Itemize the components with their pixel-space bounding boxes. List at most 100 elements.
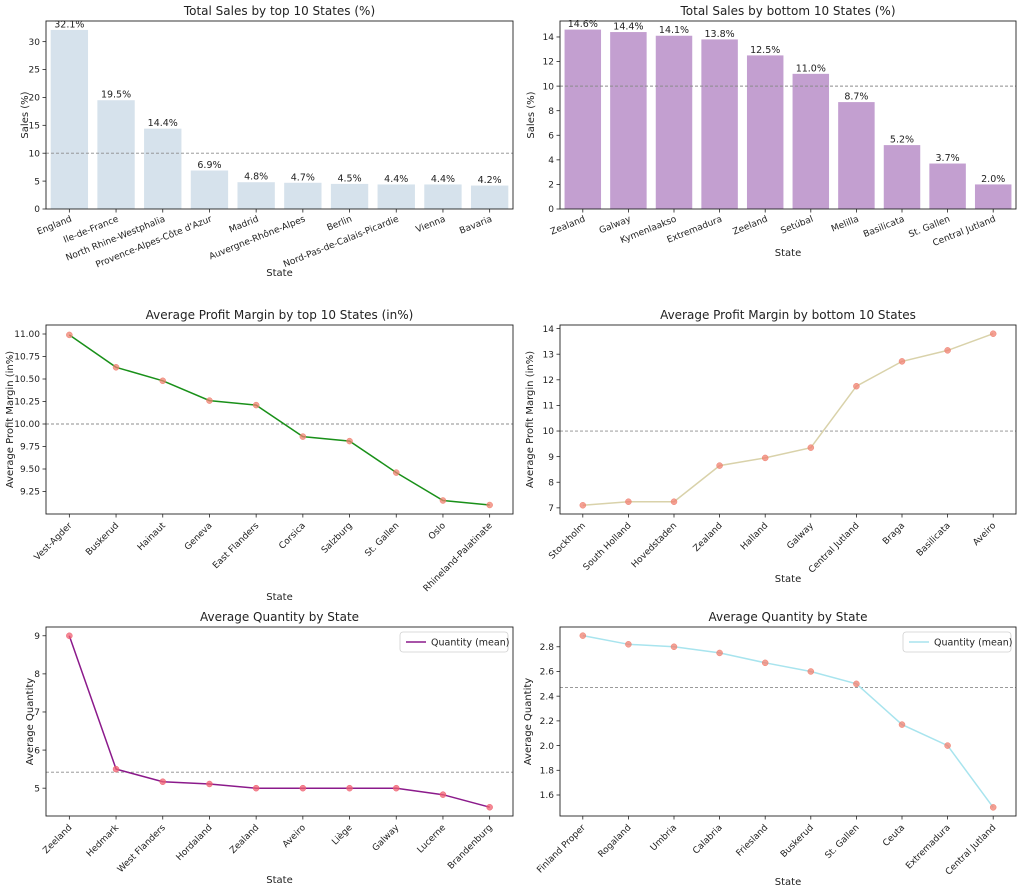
legend-box bbox=[399, 631, 509, 653]
data-point-2 bbox=[625, 498, 632, 505]
y-tick-label: 12 bbox=[543, 376, 554, 386]
y-tick-label: 9 bbox=[548, 453, 554, 463]
x-tick-label: Braga bbox=[881, 521, 907, 547]
x-tick-label: Ceuta bbox=[881, 823, 907, 849]
y-tick-label: 2.8 bbox=[540, 643, 555, 653]
data-point-7 bbox=[346, 437, 353, 445]
data-label-10: 2.0% bbox=[981, 174, 1005, 185]
legend-label: Quantity (mean) bbox=[431, 638, 509, 649]
data-point-6 bbox=[299, 784, 307, 792]
data-point-4 bbox=[206, 780, 213, 788]
data-point-7 bbox=[346, 784, 353, 792]
data-label-8: 4.4% bbox=[384, 174, 408, 185]
y-tick-label: 11.00 bbox=[14, 330, 40, 340]
x-tick-label: Geneva bbox=[183, 521, 215, 553]
bar-5 bbox=[237, 182, 275, 209]
data-label-7: 8.7% bbox=[844, 92, 868, 103]
x-tick-label: Calabria bbox=[691, 823, 724, 856]
x-tick-label: Brandenburg bbox=[446, 823, 495, 872]
bar-2 bbox=[610, 32, 647, 209]
legend-box bbox=[902, 631, 1012, 653]
x-tick-label: Zeeland bbox=[732, 215, 770, 238]
y-tick-label: 25 bbox=[29, 66, 40, 76]
x-tick-label: Basilicata bbox=[862, 215, 906, 241]
data-point-1 bbox=[66, 331, 73, 339]
data-point-2 bbox=[112, 364, 120, 371]
y-axis-label: Sales (%) bbox=[526, 91, 537, 138]
bar-6 bbox=[284, 182, 322, 209]
chart-panel-6: 1.6 1.8 2.0 2.2 2.4 2.6 2.8 Finland Proper Rogal… bbox=[523, 610, 1017, 888]
data-point-1 bbox=[579, 632, 587, 639]
x-tick-label: Vest-Agder bbox=[33, 521, 75, 563]
x-tick-label: Friesland bbox=[735, 823, 771, 859]
bar-7 bbox=[838, 102, 875, 209]
series-line bbox=[68, 334, 490, 506]
data-point-4 bbox=[716, 649, 723, 657]
data-point-2 bbox=[625, 641, 632, 648]
bar-4 bbox=[190, 170, 229, 209]
y-tick-label: 9.25 bbox=[20, 488, 40, 498]
y-tick-label: 2.4 bbox=[540, 692, 555, 702]
data-point-9 bbox=[944, 347, 951, 354]
axes-frame bbox=[45, 324, 514, 515]
y-axis-label: Average Profit Margin (in%) bbox=[5, 351, 16, 488]
y-tick-label: 6 bbox=[548, 131, 554, 141]
y-tick-label: 15 bbox=[29, 122, 40, 132]
data-label-8: 5.2% bbox=[890, 135, 914, 146]
x-tick-label: Central Jutland bbox=[944, 823, 998, 877]
y-tick-label: 5 bbox=[34, 177, 40, 187]
chart-title: Average Profit Margin by bottom 10 State… bbox=[660, 308, 916, 322]
x-tick-label: Stockholm bbox=[547, 521, 588, 562]
x-tick-label: Hainaut bbox=[136, 521, 168, 553]
x-tick-label: Madrid bbox=[228, 215, 260, 236]
x-axis-label: State bbox=[266, 268, 292, 279]
data-label-4: 6.9% bbox=[197, 160, 221, 171]
data-label-2: 19.5% bbox=[101, 90, 131, 101]
y-tick-label: 10.50 bbox=[14, 375, 40, 385]
x-axis-label: State bbox=[266, 875, 292, 886]
y-tick-label: 14 bbox=[543, 33, 555, 43]
data-point-7 bbox=[853, 382, 860, 390]
x-tick-label: St. Gallen bbox=[824, 823, 862, 861]
data-label-9: 3.7% bbox=[936, 153, 960, 164]
y-tick-label: 4 bbox=[548, 156, 554, 166]
data-point-5 bbox=[252, 401, 260, 409]
x-tick-label: Central Jutland bbox=[807, 521, 861, 575]
data-point-6 bbox=[807, 668, 815, 675]
x-tick-label: Basilicata bbox=[915, 521, 953, 559]
data-point-7 bbox=[853, 680, 860, 688]
y-tick-label: 8 bbox=[34, 670, 40, 680]
legend: Quantity (mean) bbox=[902, 631, 1012, 653]
x-tick-label: Vienna bbox=[415, 215, 447, 236]
bar-10 bbox=[470, 185, 509, 209]
x-tick-label: Finland Proper bbox=[535, 823, 588, 876]
data-point-10 bbox=[989, 330, 997, 337]
y-tick-label: 2.0 bbox=[540, 742, 555, 752]
data-point-6 bbox=[299, 433, 307, 440]
y-tick-label: 20 bbox=[29, 94, 41, 104]
x-tick-label: Liège bbox=[330, 822, 355, 847]
bar-6 bbox=[792, 73, 830, 209]
bar-7 bbox=[330, 183, 369, 209]
y-tick-label: 10.00 bbox=[14, 420, 40, 430]
y-tick-label: 6 bbox=[34, 746, 40, 756]
chart-panel-3: 9.25 9.50 9.75 10.00 10.25 10.50 10.75 11.00 Ves… bbox=[5, 308, 514, 603]
x-axis-label: State bbox=[775, 248, 801, 259]
data-point-5 bbox=[252, 784, 260, 792]
x-tick-label: Buskerud bbox=[779, 823, 816, 860]
y-axis-label: Average Profit Margin (in%) bbox=[525, 351, 536, 488]
x-tick-label: Zealand bbox=[549, 215, 587, 238]
bar-8 bbox=[883, 145, 921, 209]
chart-title: Total Sales by bottom 10 States (%) bbox=[679, 4, 895, 18]
y-tick-label: 10 bbox=[29, 149, 41, 159]
y-tick-label: 9.75 bbox=[20, 443, 40, 453]
data-label-3: 14.1% bbox=[659, 25, 689, 36]
y-tick-label: 12 bbox=[543, 58, 554, 68]
x-tick-label: East Flanders bbox=[211, 521, 261, 571]
data-point-8 bbox=[393, 469, 400, 476]
